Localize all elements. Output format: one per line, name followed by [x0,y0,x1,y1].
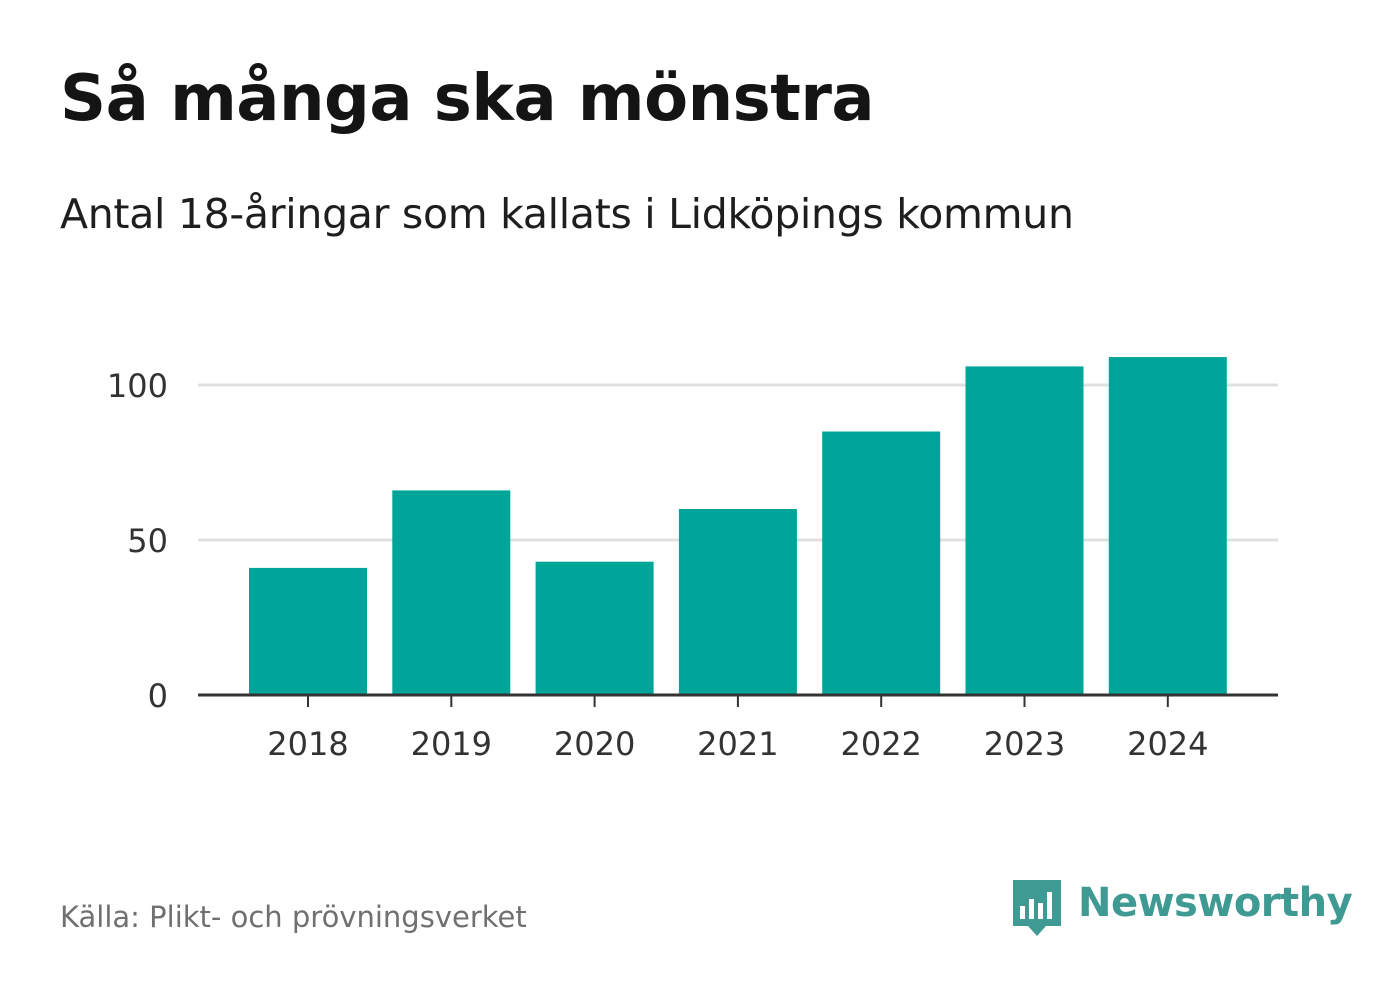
bar [1108,357,1227,695]
x-tick-label: 2021 [697,725,778,763]
y-tick-label: 50 [127,522,168,560]
bar-chart-speech-bubble-icon [1013,880,1061,936]
bar [249,567,367,695]
x-tick-label: 2020 [554,725,635,763]
bar [535,561,654,695]
x-tick-label: 2019 [411,725,492,763]
bar [822,431,941,695]
bar-chart: 0 50 100 2018 2019 2020 2021 2022 2023 2024 [107,357,1278,763]
bar [392,490,511,695]
brand-name: Newsworthy [1078,880,1353,926]
x-tick-label: 2018 [267,725,348,763]
chart-title: Så många ska mönstra [60,62,875,136]
x-tick-label: 2024 [1127,725,1208,763]
bar [965,366,1084,695]
y-tick-label: 100 [107,367,168,405]
x-tick-label: 2022 [840,725,921,763]
brand-logo: Newsworthy [1010,878,1353,940]
source-note: Källa: Plikt- och prövningsverket [60,900,527,934]
x-tick-label: 2023 [984,725,1065,763]
bar [678,509,797,695]
y-tick-label: 0 [148,677,168,715]
chart-subtitle: Antal 18-åringar som kallats i Lidköping… [60,190,1074,238]
